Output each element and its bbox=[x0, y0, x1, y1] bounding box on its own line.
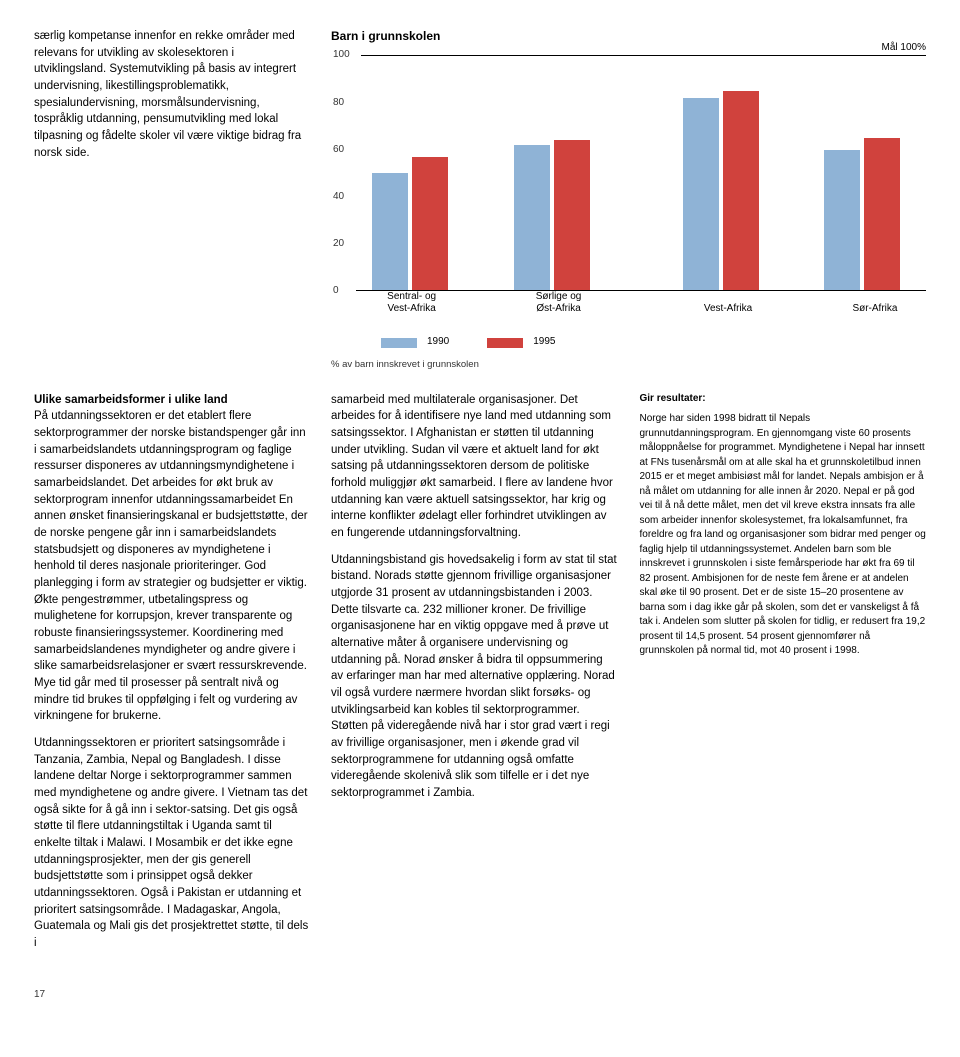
chart-caption: % av barn innskrevet i grunnskolen bbox=[331, 358, 926, 372]
bar-1990 bbox=[372, 173, 408, 291]
x-tick-label: Sør-Afrika bbox=[830, 303, 920, 315]
sidebar-box: Gir resultater: Norge har siden 1998 bid… bbox=[640, 392, 927, 962]
y-tick-label: 40 bbox=[333, 190, 344, 205]
col-left-p2: Utdanningssektoren er prioritert satsing… bbox=[34, 735, 309, 952]
bar-chart: Mål 100% 100806040200Sentral- ogVest-Afr… bbox=[361, 55, 926, 315]
y-tick-label: 60 bbox=[333, 143, 344, 158]
legend-swatch-1995 bbox=[487, 338, 523, 348]
y-tick-label: 0 bbox=[333, 284, 339, 299]
chart-title: Barn i grunnskolen bbox=[331, 28, 926, 45]
bar-1990 bbox=[683, 98, 719, 292]
x-tick-label: Vest-Afrika bbox=[683, 303, 773, 315]
legend-label-1995: 1995 bbox=[533, 335, 555, 350]
bar-group bbox=[824, 55, 914, 291]
box-title: Gir resultater: bbox=[640, 392, 927, 407]
intro-paragraph: særlig kompetanse innenfor en rekke områ… bbox=[34, 28, 309, 161]
col-left-p1: Ulike samarbeidsformer i ulike landPå ut… bbox=[34, 392, 309, 725]
y-tick-label: 80 bbox=[333, 95, 344, 110]
bar-1995 bbox=[412, 157, 448, 292]
legend-swatch-1990 bbox=[381, 338, 417, 348]
bar-1990 bbox=[824, 150, 860, 292]
y-tick-label: 20 bbox=[333, 237, 344, 252]
bar-1995 bbox=[554, 140, 590, 291]
col-mid-p2: Utdanningsbistand gis hovedsakelig i for… bbox=[331, 552, 618, 802]
x-tick-label: Sørlige ogØst-Afrika bbox=[514, 291, 604, 315]
bar-1995 bbox=[723, 91, 759, 292]
bar-1995 bbox=[864, 138, 900, 291]
bar-group bbox=[514, 55, 604, 291]
bar-group bbox=[372, 55, 462, 291]
col-mid-p1: samarbeid med multilaterale organisasjon… bbox=[331, 392, 618, 542]
box-body: Norge har siden 1998 bidratt til Nepals … bbox=[640, 412, 927, 659]
page-number: 17 bbox=[34, 988, 926, 1003]
y-tick-label: 100 bbox=[333, 48, 350, 63]
bar-1990 bbox=[514, 145, 550, 291]
goal-label: Mål 100% bbox=[882, 41, 926, 56]
bar-group bbox=[683, 55, 773, 291]
x-tick-label: Sentral- ogVest-Afrika bbox=[367, 291, 457, 315]
chart-legend: 1990 1995 bbox=[381, 335, 926, 350]
legend-label-1990: 1990 bbox=[427, 335, 449, 350]
